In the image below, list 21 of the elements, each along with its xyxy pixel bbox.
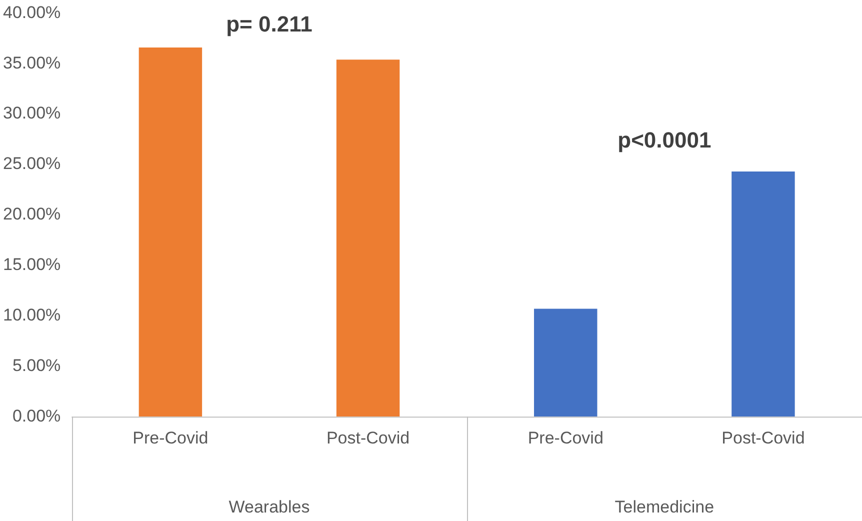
y-tick-label: 35.00% [2, 53, 61, 72]
y-tick-label: 15.00% [2, 255, 61, 274]
annotation: p= 0.211 [226, 11, 312, 36]
bar [138, 47, 202, 417]
x-tick-label: Pre-Covid [528, 428, 604, 448]
bar [336, 60, 400, 417]
y-tick-label: 25.00% [2, 154, 61, 174]
bar [534, 308, 598, 417]
x-tick-label: Post-Covid [326, 428, 410, 448]
bar [732, 172, 795, 417]
y-tick-label: 10.00% [2, 305, 61, 324]
text: Telemedicine [614, 498, 714, 517]
annotation: p<0.0001 [618, 128, 712, 153]
y-tick-label: 20.00% [2, 204, 61, 224]
x-tick-label: Post-Covid [722, 428, 805, 448]
y-tick-label: 30.00% [2, 104, 61, 123]
y-tick-label: 0.00% [12, 406, 61, 426]
text: Wearables [228, 498, 310, 517]
x-tick-label: Pre-Covid [132, 428, 208, 448]
y-tick-label: 5.00% [12, 356, 61, 375]
y-tick-label: 40.00% [2, 2, 61, 22]
